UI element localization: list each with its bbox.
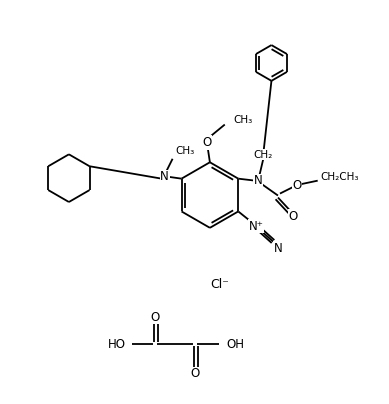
Text: Cl⁻: Cl⁻ — [210, 278, 229, 291]
Text: N: N — [273, 242, 282, 255]
Text: HO: HO — [107, 337, 126, 351]
Text: O: O — [151, 311, 160, 324]
Text: CH₃: CH₃ — [175, 146, 195, 156]
Text: OH: OH — [227, 337, 245, 351]
Text: O: O — [190, 367, 200, 380]
Text: CH₂: CH₂ — [254, 150, 273, 160]
Text: N: N — [254, 174, 263, 187]
Text: O: O — [288, 210, 298, 223]
Text: CH₂CH₃: CH₂CH₃ — [321, 172, 359, 182]
Text: N⁺: N⁺ — [249, 220, 264, 233]
Text: N: N — [160, 170, 169, 183]
Text: O: O — [292, 179, 301, 192]
Text: CH₃: CH₃ — [234, 115, 253, 124]
Text: O: O — [202, 136, 212, 149]
